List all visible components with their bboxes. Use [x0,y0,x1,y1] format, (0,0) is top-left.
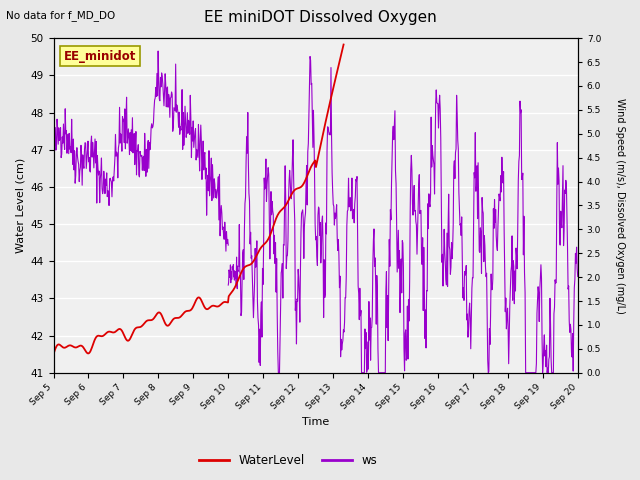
Text: EE miniDOT Dissolved Oxygen: EE miniDOT Dissolved Oxygen [204,10,436,24]
Y-axis label: Water Level (cm): Water Level (cm) [15,158,25,253]
Text: EE_minidot: EE_minidot [64,50,136,63]
Legend: WaterLevel, ws: WaterLevel, ws [195,449,381,472]
Y-axis label: Wind Speed (m/s), Dissolved Oxygen (mg/L): Wind Speed (m/s), Dissolved Oxygen (mg/L… [615,97,625,313]
X-axis label: Time: Time [302,417,329,427]
Text: No data for f_MD_DO: No data for f_MD_DO [6,10,116,21]
